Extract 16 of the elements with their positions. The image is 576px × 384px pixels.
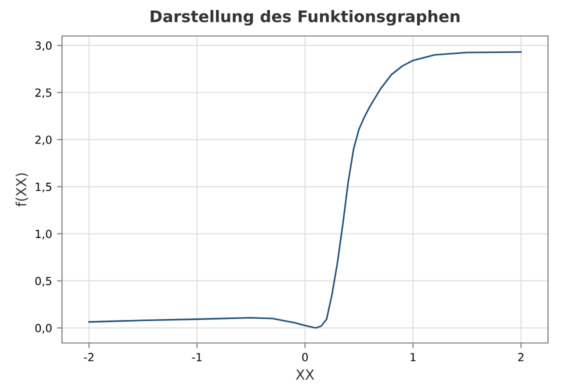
x-tick-label: 1 — [410, 353, 416, 362]
chart-title: Darstellung des Funktionsgraphen — [150, 10, 460, 26]
y-tick-label: 0,5 — [35, 276, 52, 286]
y-tick-label: 2,0 — [35, 136, 52, 146]
x-tick-label: 2 — [518, 352, 524, 362]
x-tick-label: -2 — [84, 352, 94, 362]
x-tick-label: -1 — [192, 353, 202, 362]
y-tick-label: 2,5 — [35, 88, 52, 98]
y-axis-title: f(XX) — [16, 173, 28, 207]
x-tick-label: 0 — [302, 352, 308, 362]
y-tick-label: 1,5 — [36, 182, 52, 192]
x-axis-title: XX — [296, 369, 314, 380]
line-series — [88, 51, 522, 329]
y-tick-label: 3,0 — [35, 41, 52, 51]
y-tick-label: 1,0 — [36, 230, 52, 240]
y-tick-label: 0,0 — [35, 324, 52, 334]
